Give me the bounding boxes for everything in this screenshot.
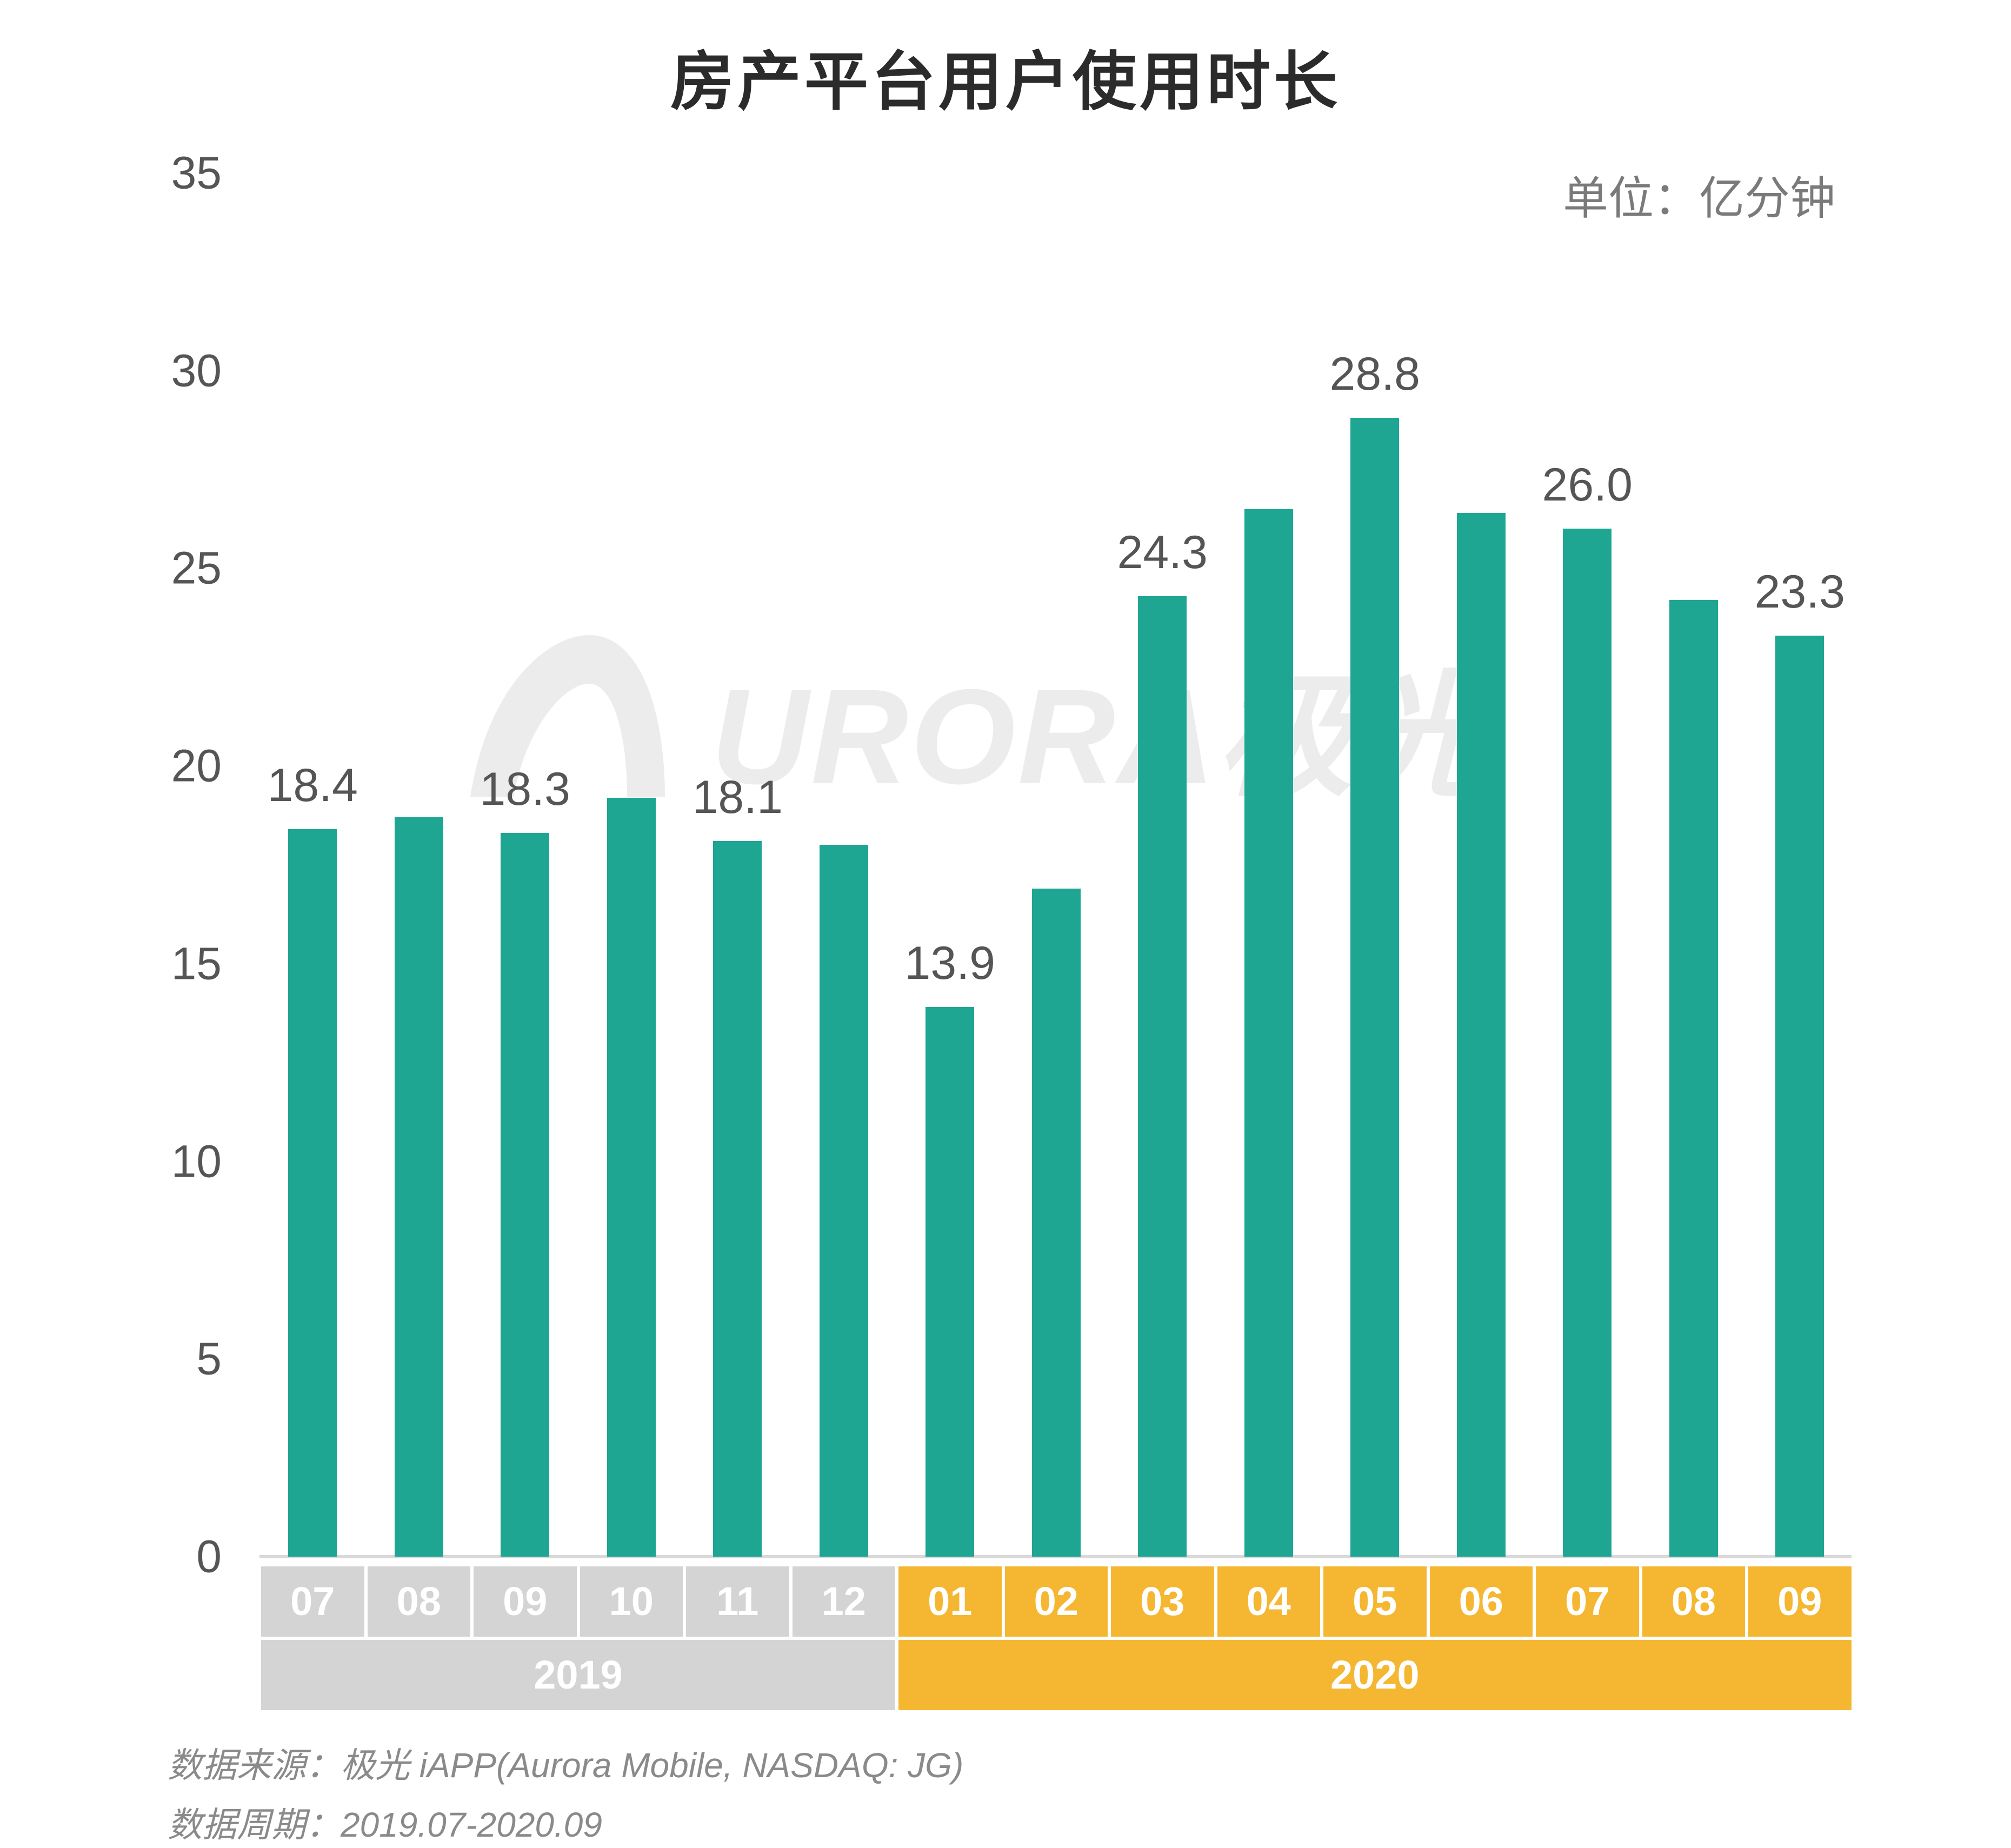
x-tick-label: 11 <box>686 1566 789 1637</box>
bar <box>925 1007 975 1557</box>
data-label: 18.3 <box>480 763 570 816</box>
y-tick-label: 35 <box>171 147 222 198</box>
bar <box>1350 418 1400 1557</box>
x-tick-label: 06 <box>1429 1566 1533 1637</box>
x-tick-label: 04 <box>1217 1566 1320 1637</box>
x-tick-label: 02 <box>1004 1566 1108 1637</box>
y-tick-label: 0 <box>196 1531 222 1582</box>
bar <box>819 845 868 1557</box>
bar <box>394 817 443 1557</box>
x-tick-label: 03 <box>1111 1566 1214 1637</box>
bar <box>1669 599 1718 1557</box>
x-tick-label: 12 <box>792 1566 895 1637</box>
x-tick-label: 09 <box>474 1566 577 1637</box>
bar <box>607 797 656 1557</box>
bar <box>1244 509 1293 1557</box>
x-tick-label: 05 <box>1323 1566 1427 1637</box>
bar <box>1138 596 1187 1557</box>
aurora-logo-icon <box>470 635 665 797</box>
data-period: 数据周期：2019.07-2020.09 <box>168 1805 602 1844</box>
y-tick-label: 15 <box>171 938 222 989</box>
data-label: 13.9 <box>904 937 995 990</box>
data-label: 26.0 <box>1542 459 1633 511</box>
y-tick-label: 30 <box>171 345 222 396</box>
bar <box>713 841 762 1557</box>
x-tick-label: 07 <box>261 1566 364 1637</box>
x-tick-label: 08 <box>367 1566 470 1637</box>
x-tick-label: 07 <box>1536 1566 1639 1637</box>
data-label: 18.4 <box>267 759 358 812</box>
watermark: URORA极光 <box>462 627 1492 823</box>
x-axis-line <box>259 1555 1852 1558</box>
bar <box>1031 888 1081 1557</box>
chart-title: 房产平台用户使用时长 <box>670 46 1341 118</box>
data-label: 28.8 <box>1329 348 1420 401</box>
data-label: 24.3 <box>1117 526 1208 578</box>
data-source: 数据来源：极光 iAPP(Aurora Mobile, NASDAQ: JG) <box>168 1746 964 1785</box>
year-label: 2020 <box>898 1640 1852 1710</box>
bar <box>1456 513 1506 1557</box>
bar <box>1775 635 1824 1557</box>
y-tick-label: 5 <box>196 1333 222 1384</box>
year-label: 2019 <box>261 1640 895 1710</box>
y-tick-label: 10 <box>171 1136 222 1187</box>
x-tick-label: 01 <box>898 1566 1002 1637</box>
unit-label: 单位：亿分钟 <box>1562 173 1835 224</box>
y-tick-label: 20 <box>171 740 222 791</box>
y-tick-label: 25 <box>171 542 222 593</box>
x-tick-label: 09 <box>1748 1566 1852 1637</box>
bar <box>1563 529 1612 1557</box>
bar <box>501 833 550 1557</box>
x-tick-label: 10 <box>580 1566 683 1637</box>
bar <box>288 829 337 1557</box>
x-tick-label: 08 <box>1642 1566 1745 1637</box>
data-label: 18.1 <box>692 771 783 824</box>
data-label: 23.3 <box>1754 565 1845 618</box>
